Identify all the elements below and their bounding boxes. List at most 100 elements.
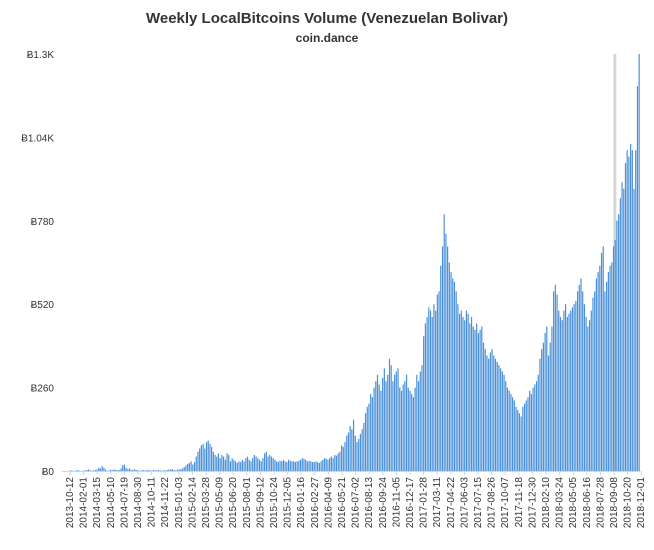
bar[interactable] — [636, 86, 639, 471]
bar[interactable] — [140, 470, 143, 471]
bar[interactable] — [195, 456, 197, 471]
bar[interactable] — [103, 467, 105, 471]
bar[interactable] — [414, 387, 416, 471]
bar[interactable] — [501, 371, 503, 471]
bar[interactable] — [385, 381, 387, 471]
bar[interactable] — [397, 368, 399, 471]
bar[interactable] — [233, 459, 235, 471]
bar[interactable] — [296, 461, 298, 471]
bar[interactable] — [520, 416, 522, 471]
bar[interactable] — [571, 307, 574, 471]
bar[interactable] — [294, 462, 297, 471]
bar[interactable] — [164, 470, 167, 471]
bar[interactable] — [443, 214, 445, 471]
bar[interactable] — [423, 336, 425, 471]
bar[interactable] — [279, 460, 281, 471]
bar[interactable] — [322, 459, 324, 471]
bar[interactable] — [127, 469, 129, 471]
bar[interactable] — [113, 469, 115, 471]
bar[interactable] — [286, 462, 288, 471]
bar[interactable] — [582, 291, 584, 471]
bar[interactable] — [512, 397, 514, 471]
bar[interactable] — [240, 462, 242, 471]
bar[interactable] — [587, 326, 589, 471]
bar[interactable] — [299, 459, 302, 471]
bar[interactable] — [325, 458, 327, 471]
bar[interactable] — [390, 365, 392, 471]
bar[interactable] — [405, 374, 408, 471]
bar[interactable] — [599, 265, 601, 471]
bar[interactable] — [193, 462, 196, 471]
bar[interactable] — [612, 246, 615, 471]
bar[interactable] — [375, 381, 377, 471]
bar[interactable] — [224, 459, 226, 471]
bar[interactable] — [458, 313, 461, 471]
bar[interactable] — [158, 470, 160, 471]
bar[interactable] — [421, 365, 423, 471]
bar[interactable] — [168, 469, 170, 471]
bar[interactable] — [518, 413, 521, 471]
bar[interactable] — [87, 469, 90, 471]
bar[interactable] — [428, 307, 430, 471]
bar[interactable] — [551, 326, 553, 471]
bar[interactable] — [337, 453, 339, 471]
bar[interactable] — [559, 317, 562, 471]
bar[interactable] — [356, 442, 358, 471]
bar[interactable] — [207, 440, 209, 471]
bar[interactable] — [607, 272, 609, 471]
bar[interactable] — [199, 448, 201, 471]
bar[interactable] — [231, 458, 233, 471]
bar[interactable] — [354, 435, 356, 471]
bar[interactable] — [125, 467, 127, 471]
bar[interactable] — [260, 461, 262, 471]
bar[interactable] — [311, 462, 314, 471]
bar[interactable] — [470, 317, 473, 471]
bar[interactable] — [154, 470, 156, 471]
bar[interactable] — [241, 459, 244, 471]
bar[interactable] — [351, 429, 353, 471]
bar[interactable] — [619, 198, 621, 471]
bar[interactable] — [108, 470, 110, 471]
bar[interactable] — [561, 320, 563, 471]
bar[interactable] — [116, 470, 119, 471]
bar[interactable] — [175, 470, 177, 471]
bar[interactable] — [404, 381, 406, 471]
bar[interactable] — [305, 459, 307, 471]
bar[interactable] — [84, 470, 86, 471]
bar[interactable] — [173, 470, 175, 471]
bar[interactable] — [424, 323, 426, 471]
bar[interactable] — [257, 458, 259, 471]
bar[interactable] — [573, 304, 575, 471]
bar[interactable] — [135, 470, 137, 471]
bar[interactable] — [262, 458, 264, 471]
bar[interactable] — [270, 456, 273, 471]
bar[interactable] — [638, 54, 640, 471]
bar[interactable] — [211, 446, 213, 471]
bar[interactable] — [197, 451, 199, 471]
bar[interactable] — [505, 381, 507, 471]
bar[interactable] — [412, 397, 415, 471]
bar[interactable] — [291, 461, 293, 471]
bar[interactable] — [438, 291, 440, 471]
bar[interactable] — [462, 317, 464, 471]
bar[interactable] — [380, 390, 382, 471]
bar[interactable] — [171, 469, 173, 471]
bar[interactable] — [440, 265, 442, 471]
bar[interactable] — [258, 459, 261, 471]
bar[interactable] — [527, 397, 529, 471]
bar[interactable] — [450, 272, 452, 471]
bar[interactable] — [166, 470, 168, 471]
bar[interactable] — [169, 469, 172, 471]
bar[interactable] — [553, 291, 555, 471]
bar[interactable] — [234, 461, 237, 471]
bar[interactable] — [609, 265, 611, 471]
bar[interactable] — [510, 394, 512, 471]
bar[interactable] — [419, 371, 421, 471]
bar[interactable] — [618, 214, 620, 471]
bar[interactable] — [358, 438, 360, 471]
bar[interactable] — [89, 470, 91, 471]
bar[interactable] — [477, 333, 479, 471]
bar[interactable] — [604, 291, 606, 471]
bar[interactable] — [226, 453, 228, 471]
bar[interactable] — [537, 374, 539, 471]
